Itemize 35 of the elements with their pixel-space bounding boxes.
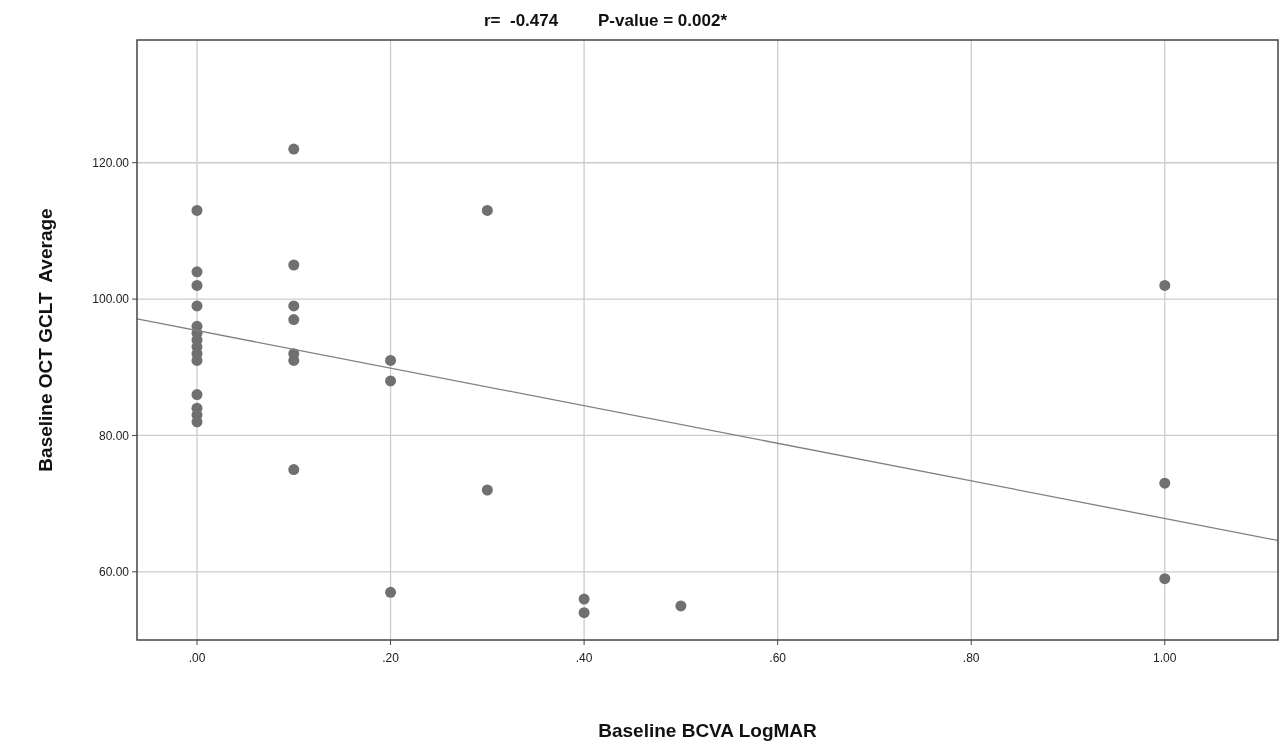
point [578, 607, 590, 619]
point [675, 600, 687, 612]
x-tick-label: .00 [188, 651, 206, 665]
x-tick-label: .80 [962, 651, 980, 665]
point [288, 143, 300, 155]
text: r= -0.474 [484, 11, 559, 30]
point [1159, 279, 1171, 291]
point [481, 204, 493, 216]
point [191, 279, 203, 291]
point [191, 266, 203, 278]
point [288, 259, 300, 271]
point [191, 389, 203, 401]
y-tick-label: 100.00 [92, 292, 130, 307]
point [385, 586, 397, 598]
point [288, 300, 300, 312]
point [385, 375, 397, 387]
y-axis-title: Baseline OCT GCLT Average [35, 208, 56, 472]
point [1159, 573, 1171, 585]
point [1159, 477, 1171, 489]
y-tick-label: 60.00 [98, 565, 130, 580]
point [481, 484, 493, 496]
point [578, 593, 590, 605]
point [191, 300, 203, 312]
point [288, 464, 300, 476]
y-tick-label: 120.00 [92, 155, 130, 170]
x-tick-label: .40 [575, 651, 593, 665]
x-tick-label: 1.00 [1153, 651, 1177, 665]
x-axis-title: Baseline BCVA LogMAR [598, 720, 818, 741]
x-tick-label: .60 [769, 651, 787, 665]
point [288, 314, 300, 326]
y-tick-label: 80.00 [98, 428, 130, 443]
point [191, 204, 203, 216]
x-tick-label: .20 [382, 651, 400, 665]
text: P-value = 0.002* [598, 11, 728, 30]
point [385, 354, 397, 366]
